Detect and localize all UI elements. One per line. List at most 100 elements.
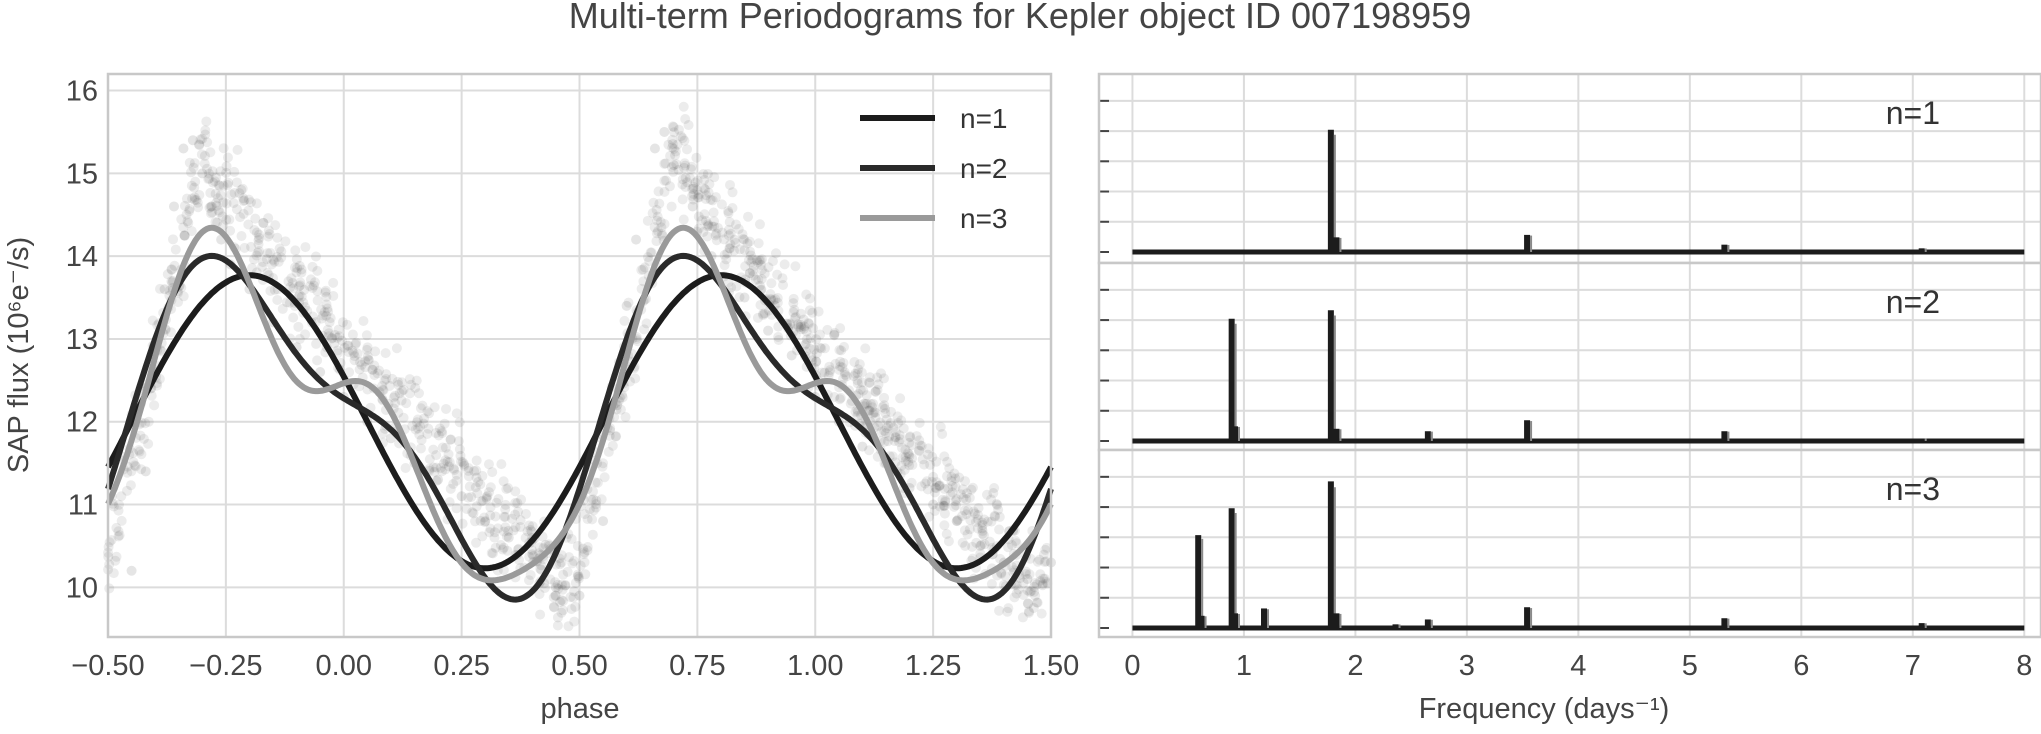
scatter-point xyxy=(1032,597,1043,608)
scatter-point xyxy=(476,496,487,507)
scatter-point xyxy=(224,214,235,225)
scatter-point xyxy=(934,481,945,492)
scatter-point xyxy=(332,332,343,343)
scatter-point xyxy=(582,514,593,525)
scatter-point xyxy=(264,228,275,239)
scatter-point xyxy=(166,264,177,275)
scatter-point xyxy=(1032,579,1043,590)
scatter-point xyxy=(205,208,216,219)
scatter-point xyxy=(879,436,890,447)
scatter-point xyxy=(638,264,649,275)
scatter-point xyxy=(322,303,333,314)
scatter-point xyxy=(719,234,730,245)
scatter-point xyxy=(299,284,310,295)
scatter-point xyxy=(388,392,399,403)
scatter-point xyxy=(976,539,987,550)
scatter-point xyxy=(702,168,713,179)
scatter-point xyxy=(430,428,441,439)
scatter-point xyxy=(272,232,283,243)
scatter-point xyxy=(508,525,519,536)
scatter-point xyxy=(567,558,578,569)
scatter-point xyxy=(429,466,440,477)
scatter-point xyxy=(905,431,916,442)
left-x-tick-labels: −0.50 −0.25 0.00 0.25 0.50 0.75 1.00 1.25 1.50 xyxy=(71,650,1079,682)
scatter-point xyxy=(1018,577,1029,588)
scatter-point xyxy=(924,511,935,522)
scatter-point xyxy=(861,398,872,409)
scatter-point xyxy=(424,408,435,419)
scatter-point xyxy=(630,373,641,384)
scatter-point xyxy=(829,391,840,402)
scatter-point xyxy=(1041,542,1052,553)
left-x-tick-label: −0.50 xyxy=(71,650,144,682)
scatter-point xyxy=(829,329,840,340)
scatter-point xyxy=(558,569,569,580)
scatter-point xyxy=(143,416,154,427)
scatter-point xyxy=(772,292,783,303)
scatter-point xyxy=(750,274,761,285)
scatter-point xyxy=(1003,603,1014,614)
scatter-point xyxy=(524,520,535,531)
scatter-point xyxy=(471,501,482,512)
scatter-point xyxy=(468,508,479,519)
scatter-point xyxy=(480,516,491,527)
scatter-point xyxy=(396,395,407,406)
scatter-point xyxy=(707,195,718,206)
scatter-point xyxy=(191,195,202,206)
scatter-point xyxy=(772,269,783,280)
scatter-point xyxy=(114,530,125,541)
scatter-point xyxy=(699,209,710,220)
scatter-point xyxy=(557,605,568,616)
scatter-point xyxy=(215,166,226,177)
scatter-point xyxy=(929,505,940,516)
scatter-point xyxy=(560,580,571,591)
scatter-point xyxy=(660,158,671,169)
scatter-point xyxy=(579,547,590,558)
scatter-point xyxy=(1026,586,1037,597)
scatter-point xyxy=(500,499,511,510)
scatter-point xyxy=(753,274,764,285)
scatter-point xyxy=(680,181,691,192)
scatter-point xyxy=(484,487,495,498)
scatter-point xyxy=(572,569,583,580)
scatter-point xyxy=(343,340,354,351)
scatter-point xyxy=(320,285,331,296)
scatter-point xyxy=(116,515,127,526)
scatter-point xyxy=(727,202,738,213)
scatter-point xyxy=(263,231,274,242)
scatter-point xyxy=(864,445,875,456)
scatter-point xyxy=(1035,569,1046,580)
scatter-point xyxy=(610,431,621,442)
scatter-point xyxy=(959,525,970,536)
right-x-axis-label: Frequency (days⁻¹) xyxy=(1419,693,1670,725)
scatter-point xyxy=(442,456,453,467)
scatter-point xyxy=(687,191,698,202)
scatter-point xyxy=(147,315,158,326)
scatter-point xyxy=(945,489,956,500)
scatter-point xyxy=(360,362,371,373)
scatter-point xyxy=(481,492,492,503)
scatter-point xyxy=(849,357,860,368)
scatter-point xyxy=(443,449,454,460)
scatter-point xyxy=(326,333,337,344)
scatter-point xyxy=(834,394,845,405)
scatter-point xyxy=(296,267,307,278)
scatter-point xyxy=(329,329,340,340)
scatter-point xyxy=(582,545,593,556)
scatter-point xyxy=(276,252,287,263)
scatter-point xyxy=(984,536,995,547)
scatter-point xyxy=(295,280,306,291)
scatter-point xyxy=(418,418,429,429)
scatter-point xyxy=(254,229,265,240)
scatter-point xyxy=(1024,586,1035,597)
scatter-point xyxy=(471,455,482,466)
scatter-point xyxy=(381,373,392,384)
scatter-point xyxy=(258,217,269,228)
scatter-point xyxy=(865,398,876,409)
scatter-point xyxy=(415,443,426,454)
scatter-point xyxy=(879,400,890,411)
scatter-point xyxy=(881,423,892,434)
scatter-point xyxy=(414,429,425,440)
scatter-point xyxy=(654,198,665,209)
scatter-point xyxy=(411,375,422,386)
